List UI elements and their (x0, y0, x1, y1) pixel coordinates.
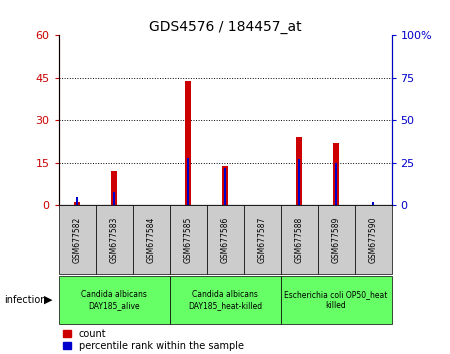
Bar (58, 276, 170, 324)
Bar (355, 205, 392, 274)
Bar (335, 163, 338, 205)
Bar (111, 171, 117, 205)
Text: GSM677590: GSM677590 (369, 217, 378, 263)
Bar (58, 205, 95, 274)
Text: Candida albicans
DAY185_alive: Candida albicans DAY185_alive (81, 290, 147, 310)
Bar (296, 137, 302, 205)
Text: Escherichia coli OP50_heat
killed: Escherichia coli OP50_heat killed (284, 290, 388, 310)
Text: GSM677586: GSM677586 (220, 217, 230, 263)
Bar (74, 202, 81, 205)
Bar (207, 205, 243, 274)
Bar (333, 143, 339, 205)
Bar (184, 81, 191, 205)
Bar (170, 205, 207, 274)
Text: GSM677588: GSM677588 (294, 217, 303, 263)
Bar (132, 205, 170, 274)
Bar (76, 197, 78, 205)
Title: GDS4576 / 184457_at: GDS4576 / 184457_at (148, 21, 302, 34)
Text: ▶: ▶ (44, 295, 53, 305)
Text: GSM677587: GSM677587 (257, 217, 266, 263)
Text: GSM677585: GSM677585 (184, 217, 193, 263)
Bar (170, 276, 280, 324)
Bar (187, 158, 189, 205)
Bar (372, 202, 374, 205)
Text: GSM677582: GSM677582 (72, 217, 81, 263)
Bar (298, 159, 300, 205)
Bar (112, 192, 115, 205)
Bar (280, 205, 318, 274)
Bar (224, 168, 226, 205)
Text: infection: infection (4, 295, 47, 305)
Text: GSM677584: GSM677584 (147, 217, 156, 263)
Legend: count, percentile rank within the sample: count, percentile rank within the sample (63, 329, 244, 351)
Bar (243, 205, 280, 274)
Text: Candida albicans
DAY185_heat-killed: Candida albicans DAY185_heat-killed (188, 290, 262, 310)
Bar (318, 205, 355, 274)
Text: GSM677583: GSM677583 (109, 217, 118, 263)
Bar (95, 205, 132, 274)
Text: GSM677589: GSM677589 (332, 217, 341, 263)
Bar (280, 276, 392, 324)
Bar (222, 166, 228, 205)
